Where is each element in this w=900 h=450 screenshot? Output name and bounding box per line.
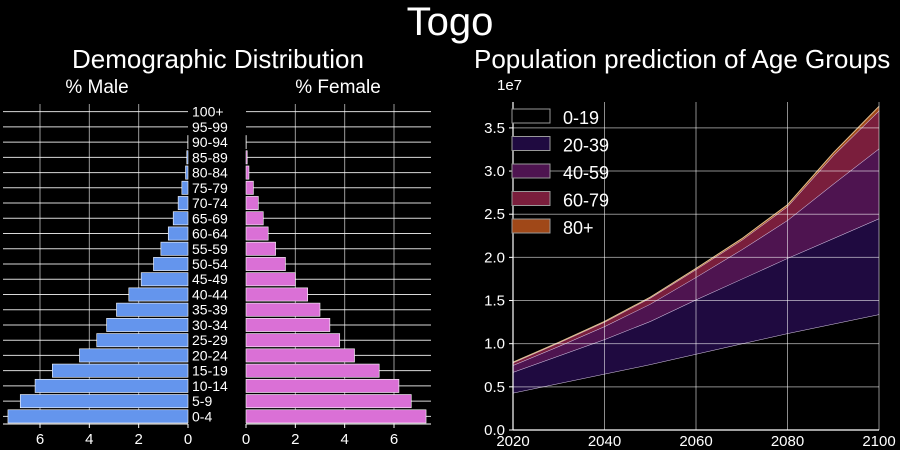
male-bar — [153, 257, 189, 271]
y-tick-label: 3.0 — [484, 163, 505, 180]
page-title: Togo — [406, 0, 494, 44]
legend-label-20-39: 20-39 — [563, 136, 609, 156]
male-bar — [19, 394, 189, 409]
legend-label-80+: 80+ — [563, 218, 594, 238]
age-group-label: 55-59 — [192, 241, 228, 257]
age-group-label: 65-69 — [192, 210, 228, 226]
female-bar — [245, 348, 355, 363]
female-x-tick-label: 2 — [291, 431, 299, 448]
legend-label-40-59: 40-59 — [563, 163, 609, 183]
y-offset-label: 1e7 — [497, 77, 522, 94]
male-bar — [128, 287, 189, 302]
male-axis-title: % Male — [65, 77, 128, 98]
female-bar — [245, 180, 254, 195]
female-bar — [245, 409, 427, 424]
female-bar — [245, 226, 269, 241]
female-bar — [245, 272, 296, 287]
female-x-tick-label: 4 — [340, 431, 348, 448]
female-bar — [245, 257, 286, 271]
legend-label-60-79: 60-79 — [563, 191, 609, 211]
female-bar — [245, 363, 380, 378]
age-group-label: 30-34 — [192, 317, 228, 333]
female-bar — [245, 302, 321, 317]
female-x-tick-label: 6 — [390, 431, 398, 448]
y-tick-label: 0.5 — [484, 379, 505, 396]
female-bar — [245, 394, 412, 409]
male-x-tick-label: 0 — [184, 431, 192, 448]
age-group-label: 15-19 — [192, 363, 228, 379]
age-group-label: 40-44 — [192, 286, 228, 302]
y-tick-label: 2.5 — [484, 206, 505, 223]
female-bar — [245, 241, 276, 256]
male-x-tick-label: 2 — [134, 431, 142, 448]
male-x-tick-label: 4 — [85, 431, 93, 448]
legend-swatch-20-39 — [511, 136, 551, 151]
male-bar — [116, 302, 189, 317]
age-group-label: 85-89 — [192, 149, 228, 165]
y-tick-label: 1.0 — [484, 336, 505, 353]
male-bar — [140, 272, 189, 287]
age-group-label: 80-84 — [192, 165, 228, 181]
male-bar — [52, 363, 189, 378]
x-tick-label: 2080 — [771, 433, 804, 450]
age-group-label: 45-49 — [192, 271, 228, 287]
male-bar — [96, 333, 189, 348]
age-group-label: 10-14 — [192, 378, 228, 394]
age-group-label: 20-24 — [192, 347, 228, 363]
x-tick-label: 2100 — [862, 433, 895, 450]
age-group-label: 100+ — [192, 104, 224, 120]
female-bar — [245, 333, 341, 348]
x-tick-label: 2040 — [588, 433, 621, 450]
age-group-label: 75-79 — [192, 180, 228, 196]
female-bar — [245, 378, 400, 393]
age-group-label: 0-4 — [192, 408, 212, 424]
pyramid-title: Demographic Distribution — [72, 44, 364, 74]
male-bar — [167, 226, 189, 241]
female-bar — [245, 150, 248, 165]
male-bar — [181, 180, 189, 195]
legend-swatch-80+ — [511, 218, 551, 234]
legend-swatch-40-59 — [511, 163, 551, 179]
age-group-label: 95-99 — [192, 119, 228, 135]
female-x-tick-label: 0 — [242, 431, 250, 448]
age-group-label: 35-39 — [192, 302, 228, 318]
x-tick-label: 2060 — [679, 433, 712, 450]
female-bar — [245, 211, 264, 226]
female-bar — [245, 287, 308, 302]
female-bar — [245, 196, 259, 210]
male-bar — [177, 196, 189, 210]
male-bar — [160, 241, 189, 256]
male-bar — [106, 318, 189, 332]
age-group-label: 70-74 — [192, 195, 228, 211]
female-bar — [245, 165, 250, 180]
legend-swatch-0-19 — [511, 108, 551, 124]
area-chart-title: Population prediction of Age Groups — [474, 44, 891, 74]
legend-swatch-60-79 — [511, 191, 551, 206]
x-tick-label: 2020 — [496, 433, 529, 450]
male-x-tick-label: 6 — [36, 431, 44, 448]
age-group-label: 5-9 — [192, 393, 212, 409]
population-pyramid-chart: % Male % Female 0-45-910-1415-1920-2425-29… — [3, 77, 431, 448]
male-bar — [185, 165, 189, 180]
legend-label-0-19: 0-19 — [563, 108, 599, 128]
y-tick-label: 0.0 — [484, 422, 505, 439]
male-bar — [172, 211, 189, 226]
male-bar — [7, 409, 189, 424]
population-area-chart: 1e7 0.0 0.5 1.0 1.5 2.0 2.5 3.0 3.5 2020 2040 2060 2… — [484, 77, 896, 450]
y-tick-label: 2.0 — [484, 249, 505, 266]
y-tick-label: 1.5 — [484, 293, 505, 310]
male-bar — [34, 378, 189, 393]
male-bar — [186, 150, 189, 165]
age-group-label: 25-29 — [192, 332, 228, 348]
y-tick-label: 3.5 — [484, 120, 505, 137]
age-group-label: 50-54 — [192, 256, 228, 272]
female-bar — [245, 318, 331, 332]
female-axis-title: % Female — [295, 77, 381, 98]
age-group-label: 60-64 — [192, 226, 228, 242]
age-group-label: 90-94 — [192, 134, 228, 150]
male-bar — [79, 348, 189, 363]
